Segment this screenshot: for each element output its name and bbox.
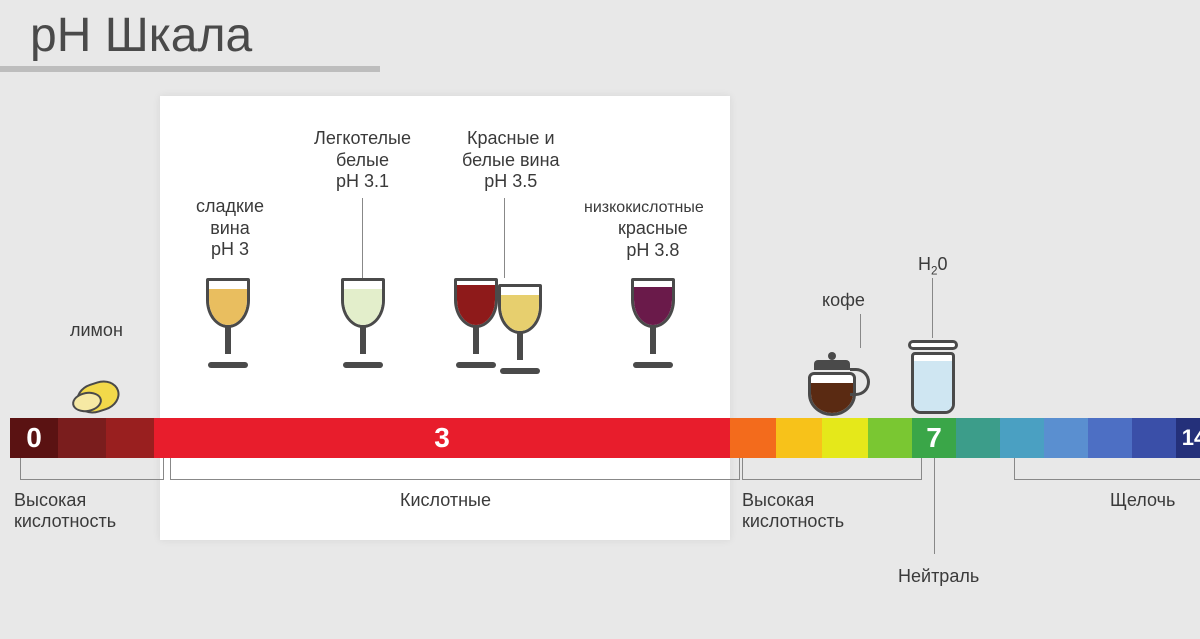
water-glass-icon (908, 340, 958, 414)
red-white-label: Красные и белые вина pH 3.5 (462, 128, 560, 193)
title-underline (0, 66, 380, 72)
coffee-label: кофе (822, 290, 865, 312)
neutral-label: Нейтраль (898, 566, 979, 587)
ph-segment (956, 418, 1000, 458)
coffee-label-text: кофе (822, 290, 865, 312)
ph-segment: 14 (1176, 418, 1200, 458)
ph-segment (106, 418, 154, 458)
low-acid-label: красные pH 3.8 (618, 218, 688, 261)
ph-segment (58, 418, 106, 458)
bracket-label: Щелочь (1110, 490, 1175, 511)
water-label-text: H20 (918, 254, 948, 279)
bracket-label: Высокая кислотность (14, 490, 116, 531)
coffee-pot-icon (800, 346, 870, 416)
red-white-connector (504, 198, 505, 278)
bracket-label: Кислотные (400, 490, 491, 511)
ph-segment (776, 418, 822, 458)
ph-segment: 7 (912, 418, 956, 458)
low-acid-label-top-text: низкокислотные (584, 198, 704, 217)
ph-segment (1088, 418, 1132, 458)
bracket (1014, 458, 1200, 480)
coffee-connector (860, 314, 861, 348)
water-connector (932, 278, 933, 338)
low-acid-label-text: красные pH 3.8 (618, 218, 688, 261)
low-acid-label-top: низкокислотные (584, 198, 704, 217)
light-white-glass-icon (335, 278, 391, 368)
bracket (742, 458, 922, 480)
sweet-wine-glass-icon (200, 278, 256, 368)
neutral-marker-line (934, 458, 935, 554)
white-wine-glass-icon (492, 284, 548, 374)
ph-segment (730, 418, 776, 458)
light-white-connector (362, 198, 363, 278)
sweet-wine-label-text: сладкие вина pH 3 (196, 196, 264, 261)
ph-segment (1044, 418, 1088, 458)
ph-segment: 0 (10, 418, 58, 458)
ph-segment (868, 418, 912, 458)
bracket-label: Высокая кислотность (742, 490, 844, 531)
ph-scale-bar: 0 3 7 14 (10, 418, 1200, 458)
light-white-label-text: Легкотелые белые pH 3.1 (314, 128, 411, 193)
ph-segment (1000, 418, 1044, 458)
red-white-label-text: Красные и белые вина pH 3.5 (462, 128, 560, 193)
bracket (20, 458, 164, 480)
ph-segment: 3 (154, 418, 730, 458)
lemon-label-text: лимон (70, 320, 123, 342)
page-title: pH Шкала (30, 8, 252, 63)
ph-segment (1132, 418, 1176, 458)
ph-segment (822, 418, 868, 458)
lemon-icon (72, 376, 126, 416)
bracket (170, 458, 740, 480)
sweet-wine-label: сладкие вина pH 3 (196, 196, 264, 261)
light-white-label: Легкотелые белые pH 3.1 (314, 128, 411, 193)
lemon-label: лимон (70, 320, 123, 342)
low-acid-glass-icon (625, 278, 681, 368)
water-label: H20 (918, 254, 948, 279)
